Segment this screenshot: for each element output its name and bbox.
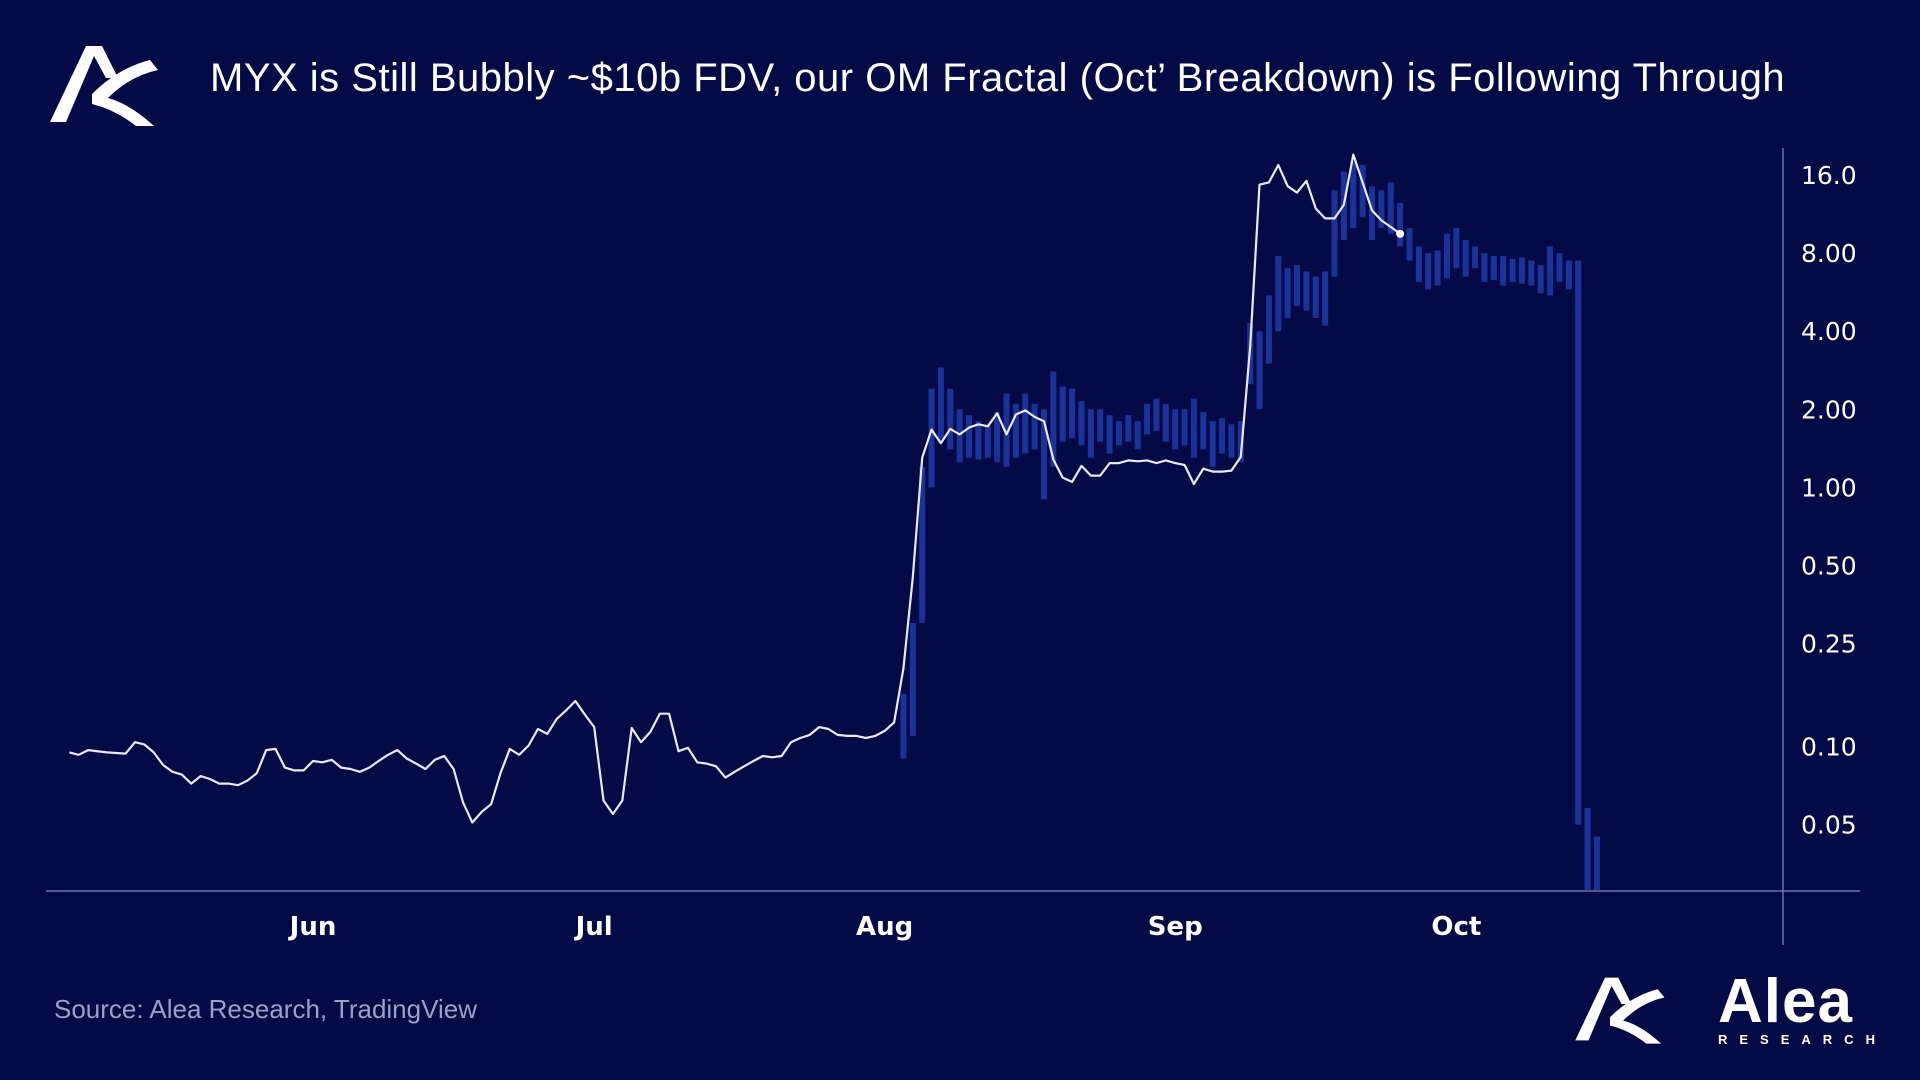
price-candle — [1284, 268, 1291, 318]
price-candle — [1528, 260, 1535, 286]
price-candle — [1359, 165, 1366, 218]
price-candle — [1303, 271, 1310, 311]
price-candle — [1097, 409, 1104, 442]
price-candle — [1415, 246, 1422, 282]
price-candle — [984, 424, 991, 458]
price-candle — [937, 367, 944, 442]
alea-brand-icon — [1575, 977, 1665, 1044]
y-tick-label: 0.05 — [1801, 811, 1857, 840]
source-note: Source: Alea Research, TradingView — [54, 994, 477, 1024]
price-candle — [956, 409, 963, 463]
price-candle — [1294, 265, 1301, 307]
price-candle — [1228, 424, 1235, 458]
price-candle — [1537, 265, 1544, 294]
price-candle — [1322, 271, 1329, 326]
y-tick-label: 4.00 — [1801, 317, 1857, 346]
price-candle — [947, 388, 954, 450]
price-candle — [966, 415, 973, 458]
y-tick-label: 1.00 — [1801, 473, 1857, 502]
price-candle — [1575, 260, 1582, 825]
price-candle — [1115, 421, 1122, 446]
price-candle — [1144, 403, 1151, 435]
brand-subtitle: RESEARCH — [1718, 1032, 1887, 1047]
price-candle — [1565, 260, 1572, 290]
y-tick-label: 8.00 — [1801, 239, 1857, 268]
y-tick-label: 0.50 — [1801, 551, 1857, 580]
price-candle — [1547, 246, 1554, 296]
price-candle — [1200, 412, 1207, 450]
y-tick-label: 2.00 — [1801, 395, 1857, 424]
price-candle — [1069, 388, 1076, 439]
y-tick-label: 0.25 — [1801, 629, 1857, 658]
price-candle — [1237, 421, 1244, 463]
price-candle — [1509, 258, 1516, 282]
price-candle — [975, 421, 982, 460]
price-candle — [1022, 393, 1029, 454]
price-candle — [1078, 401, 1085, 446]
price-candle — [1041, 409, 1047, 500]
price-candle — [1012, 403, 1019, 458]
price-candle — [1397, 202, 1404, 247]
price-candle — [1584, 807, 1591, 890]
price-candle — [1059, 386, 1066, 442]
price-candle — [1500, 256, 1507, 286]
y-tick-label: 16.0 — [1801, 161, 1857, 190]
price-candle — [1134, 421, 1141, 450]
alea-logo-icon — [50, 46, 158, 126]
price-candle — [1219, 418, 1226, 454]
price-candle — [1003, 393, 1010, 467]
price-candle — [1443, 233, 1450, 279]
price-candle — [900, 693, 907, 759]
fractal-line — [69, 153, 1401, 824]
brand-logo: Alea RESEARCH — [1572, 967, 1902, 1058]
fractal-endpoint — [1396, 229, 1405, 238]
x-tick-label: Jun — [288, 912, 337, 942]
price-candle — [1331, 190, 1338, 277]
price-candle — [1350, 161, 1357, 229]
price-candle — [1125, 415, 1132, 442]
price-candle — [1406, 228, 1413, 261]
price-candle — [1153, 398, 1160, 431]
x-tick-label: Sep — [1148, 912, 1203, 942]
brand-name: Alea — [1718, 967, 1853, 1036]
price-candle — [1387, 182, 1394, 234]
price-candle — [1050, 371, 1057, 467]
price-candle — [1106, 415, 1113, 454]
price-candle — [1162, 403, 1169, 442]
price-candle — [994, 412, 1001, 463]
y-tick-label: 0.10 — [1801, 733, 1857, 762]
price-candle — [1031, 403, 1038, 450]
x-tick-label: Oct — [1431, 912, 1481, 942]
price-candle — [1425, 253, 1432, 290]
price-candle — [1369, 186, 1375, 240]
price-candle — [1087, 409, 1094, 458]
price-candle — [1312, 276, 1319, 318]
price-candle — [909, 622, 916, 736]
price-candle — [1453, 228, 1460, 269]
price-candle — [1275, 256, 1282, 332]
price-candle — [1378, 190, 1385, 229]
price-candle — [1490, 256, 1497, 281]
price-candle — [1256, 331, 1263, 410]
price-candle — [1181, 409, 1188, 446]
price-candle — [1556, 253, 1563, 282]
price-candle — [1462, 239, 1469, 277]
price-candle — [1472, 246, 1479, 269]
price-candle — [1518, 257, 1525, 284]
x-tick-label: Jul — [574, 912, 613, 942]
price-candle — [928, 388, 935, 488]
price-candle — [1265, 295, 1272, 364]
price-candle — [1190, 398, 1197, 458]
price-candle — [1209, 421, 1216, 467]
price-candle — [1481, 253, 1488, 282]
price-candle — [1172, 409, 1179, 450]
chart-title: MYX is Still Bubbly ~$10b FDV, our OM Fr… — [210, 56, 1786, 100]
price-candle — [919, 466, 926, 623]
price-candle — [1434, 250, 1441, 286]
x-tick-label: Aug — [856, 912, 913, 942]
price-candle — [1593, 836, 1600, 890]
